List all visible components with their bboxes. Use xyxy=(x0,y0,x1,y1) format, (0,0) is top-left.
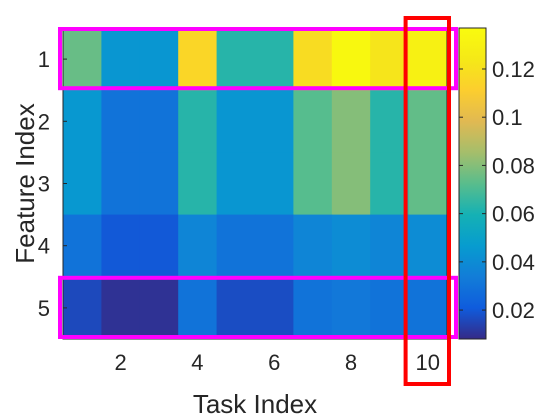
heatmap-cell xyxy=(293,276,333,340)
heatmap-cell xyxy=(255,28,294,91)
colorbar-tick-label: 0.04 xyxy=(492,250,535,275)
x-tick-label: 2 xyxy=(114,350,126,375)
heatmap-cell xyxy=(408,214,448,278)
heatmap-cell xyxy=(216,28,256,91)
colorbar-ticks: 0.02 0.04 0.06 0.08 0.1 0.12 xyxy=(459,57,535,323)
heatmap-cell xyxy=(63,276,102,340)
heatmap-cell xyxy=(255,276,294,340)
x-axis-label: Task Index xyxy=(193,389,317,419)
heatmap-cell xyxy=(101,152,141,216)
heatmap-cell xyxy=(178,214,218,278)
heatmap-cell xyxy=(101,90,141,153)
heatmap-cell xyxy=(216,152,256,216)
heatmap-cell xyxy=(255,214,294,278)
heatmap-cell xyxy=(139,214,179,278)
x-tick-label: 4 xyxy=(191,350,203,375)
colorbar-tick-label: 0.06 xyxy=(492,202,535,227)
y-tick-label: 3 xyxy=(38,172,50,197)
heatmap-cell xyxy=(101,28,141,91)
heatmap-cell xyxy=(408,152,448,216)
heatmap-cell xyxy=(178,90,218,153)
column-highlight-box xyxy=(403,16,452,386)
colorbar-tick-label: 0.12 xyxy=(492,57,535,82)
heatmap-cell xyxy=(408,90,448,153)
colorbar xyxy=(458,27,487,340)
heatmap-cell xyxy=(331,214,371,278)
heatmap-cell xyxy=(293,214,333,278)
heatmap-cell xyxy=(331,276,371,340)
row-highlight-box xyxy=(58,275,458,339)
heatmap-cell xyxy=(178,276,218,340)
heatmap-cell xyxy=(331,152,371,216)
colorbar-tick-label: 0.08 xyxy=(492,153,535,178)
y-tick-label: 4 xyxy=(38,234,50,259)
y-axis-label: Feature Index xyxy=(10,103,40,263)
heatmap-cell xyxy=(331,90,371,153)
heatmap-cell xyxy=(101,214,141,278)
heatmap-cell xyxy=(139,276,179,340)
heatmap-cell xyxy=(255,90,294,153)
heatmap-cell xyxy=(63,152,102,216)
heatmap-cell xyxy=(408,28,448,91)
x-axis-ticks: 2 4 6 8 10 xyxy=(114,335,440,375)
heatmap-cell xyxy=(370,152,410,216)
heatmap-cell xyxy=(370,276,410,340)
row-highlight-box xyxy=(58,27,458,91)
heatmap-cell xyxy=(370,214,410,278)
x-tick-label: 6 xyxy=(268,350,280,375)
heatmap-cell xyxy=(101,276,141,340)
y-axis-ticks: 1 2 3 4 5 xyxy=(38,47,67,321)
heatmap-cell xyxy=(293,152,333,216)
heatmap-cell xyxy=(370,28,410,91)
y-tick-label: 1 xyxy=(38,47,50,72)
colorbar-tick-label: 0.1 xyxy=(492,105,523,130)
heatmap-cell xyxy=(216,276,256,340)
heatmap-cells xyxy=(63,28,448,340)
heatmap-cell xyxy=(216,214,256,278)
heatmap-cell xyxy=(370,90,410,153)
y-tick-label: 2 xyxy=(38,109,50,134)
x-tick-label: 10 xyxy=(416,350,440,375)
highlight-boxes xyxy=(58,16,458,386)
heatmap-cell xyxy=(178,28,218,91)
heatmap-cell xyxy=(63,28,102,91)
heatmap-cell xyxy=(255,152,294,216)
heatmap-cell xyxy=(293,28,333,91)
heatmap-cell xyxy=(331,28,371,91)
heatmap-cell xyxy=(178,152,218,216)
heatmap-cell xyxy=(63,214,102,278)
heatmap-cell xyxy=(408,276,448,340)
heatmap-cell xyxy=(139,152,179,216)
heatmap-cell xyxy=(293,90,333,153)
heatmap-cell xyxy=(216,90,256,153)
heatmap-cell xyxy=(139,90,179,153)
x-tick-label: 8 xyxy=(345,350,357,375)
colorbar-tick-label: 0.02 xyxy=(492,298,535,323)
y-tick-label: 5 xyxy=(38,296,50,321)
heatmap-cell xyxy=(63,90,102,153)
heatmap-cell xyxy=(139,28,179,91)
